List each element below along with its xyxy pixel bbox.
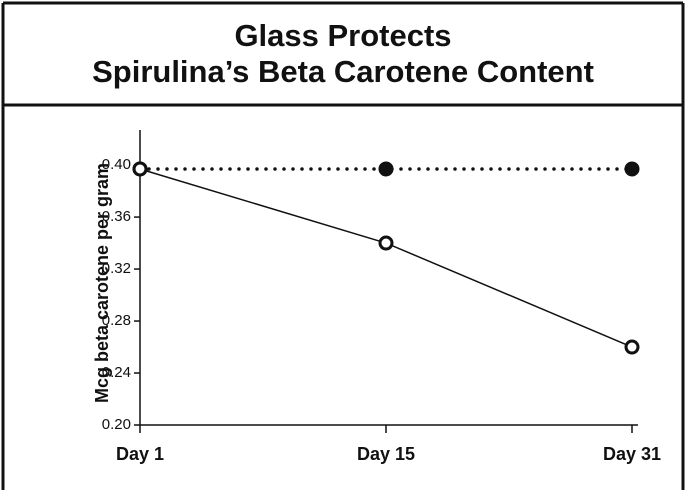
series-marker [624, 339, 640, 355]
chart-title: Glass Protects [234, 18, 451, 53]
series-marker [378, 161, 394, 177]
series-line [139, 168, 633, 348]
chart-title: Spirulina’s Beta Carotene Content [92, 54, 594, 89]
y-tick-label: 0.20 [102, 416, 131, 433]
y-tick-label: 0.28 [102, 312, 131, 329]
y-tick-label: 0.24 [102, 364, 131, 381]
series-marker [132, 161, 148, 177]
x-tick-label: Day 1 [116, 444, 164, 464]
y-tick-label: 0.36 [102, 208, 131, 225]
x-tick-label: Day 31 [603, 444, 661, 464]
series-marker [378, 235, 394, 251]
y-tick-label: 0.40 [102, 156, 131, 173]
series-marker [624, 161, 640, 177]
x-tick-label: Day 15 [357, 444, 415, 464]
y-tick-label: 0.32 [102, 260, 131, 277]
y-axis-label: Mcg beta carotene per gram [92, 163, 112, 403]
